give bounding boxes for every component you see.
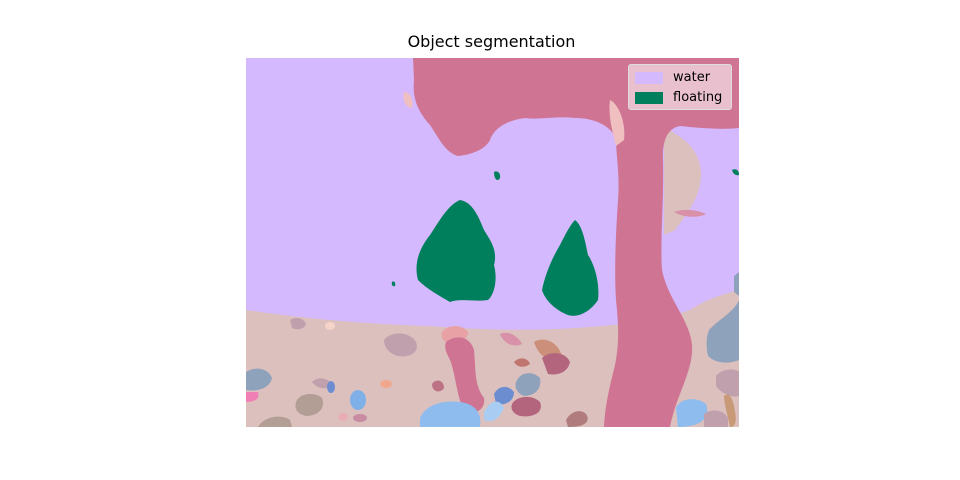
stone <box>380 380 392 388</box>
legend-swatch-floating <box>635 92 663 104</box>
stone <box>384 333 417 357</box>
stone <box>312 378 332 389</box>
stone <box>432 380 444 392</box>
stone <box>338 413 348 421</box>
legend-item-water: water <box>635 70 710 86</box>
pillar-highlight <box>609 100 625 146</box>
legend-item-floating: floating <box>635 90 722 106</box>
stone <box>676 399 708 427</box>
stone <box>420 401 481 427</box>
stone-column <box>445 337 485 413</box>
stone <box>246 368 272 391</box>
floating-object <box>391 281 396 287</box>
stone <box>716 369 739 397</box>
stone <box>494 386 514 405</box>
figure-title: Object segmentation <box>407 32 576 51</box>
pillar-highlight <box>403 92 413 108</box>
stone <box>542 353 570 375</box>
floating-object <box>416 200 496 302</box>
stone <box>704 410 728 427</box>
stone <box>706 300 739 363</box>
stone <box>674 209 706 217</box>
floating-object <box>732 169 739 176</box>
pillar-region <box>413 58 739 427</box>
stone <box>295 393 324 416</box>
stone <box>290 317 306 330</box>
stone <box>514 358 530 367</box>
stone <box>500 332 522 346</box>
legend: water floating <box>628 64 732 110</box>
floating-object <box>494 171 501 180</box>
stone <box>258 416 292 427</box>
stone <box>734 272 739 296</box>
stone <box>672 143 694 164</box>
stone <box>327 381 335 393</box>
legend-swatch-water <box>635 72 663 84</box>
legend-label-floating: floating <box>673 90 723 105</box>
stone <box>566 411 588 427</box>
stone <box>325 322 335 330</box>
stone <box>353 414 367 422</box>
floating-object <box>542 220 599 316</box>
stone <box>724 394 736 427</box>
stone <box>511 396 541 417</box>
stone <box>350 390 366 410</box>
legend-label-water: water <box>673 70 711 85</box>
stone <box>484 401 504 422</box>
stone <box>246 392 259 402</box>
stone <box>515 373 541 396</box>
